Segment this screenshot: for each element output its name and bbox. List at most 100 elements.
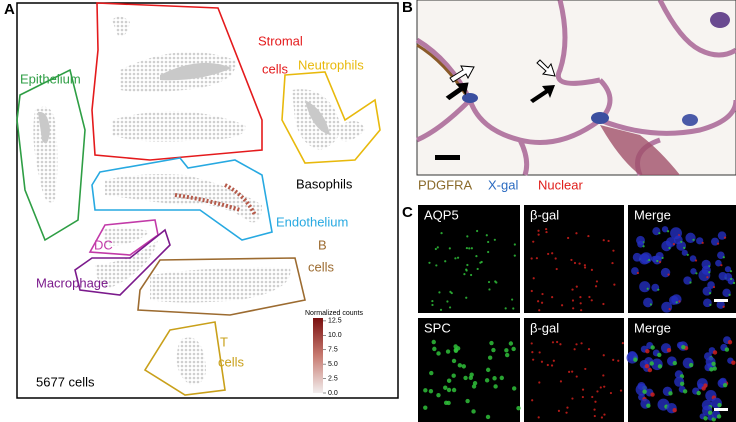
channel-label: β-gal (530, 207, 559, 222)
nucleus (640, 252, 652, 264)
signal (680, 240, 683, 243)
signal (703, 416, 708, 421)
signal (678, 300, 681, 303)
signal (439, 308, 443, 311)
signal (551, 341, 555, 344)
signal (645, 348, 650, 354)
signal (602, 374, 605, 377)
signal (443, 385, 448, 390)
signal (650, 392, 655, 397)
signal (461, 364, 466, 369)
signal (493, 384, 498, 389)
signal (666, 347, 672, 353)
signal (434, 247, 437, 251)
signal (492, 376, 497, 381)
signal (454, 257, 457, 260)
signal (537, 416, 540, 419)
cluster-label: cells (308, 259, 335, 274)
cluster-label: cells (218, 354, 245, 369)
signal (612, 358, 615, 361)
micrograph (418, 205, 520, 313)
signal (672, 242, 675, 246)
signal (722, 383, 728, 388)
nucleus (661, 226, 669, 233)
signal (578, 262, 581, 265)
signal (550, 364, 554, 367)
panel-label: A (4, 1, 15, 18)
signal (646, 403, 651, 408)
channel-label: Merge (634, 320, 671, 335)
signal (603, 413, 606, 416)
signal (436, 246, 439, 249)
signal (694, 259, 698, 262)
signal (668, 246, 671, 250)
signal (607, 239, 610, 243)
signal (532, 240, 535, 243)
signal (463, 273, 466, 276)
signal (731, 360, 736, 365)
micrograph (418, 318, 520, 422)
signal (723, 236, 727, 239)
signal (636, 271, 639, 275)
signal (540, 301, 544, 304)
signal (538, 351, 541, 354)
cluster-label: cells (262, 61, 289, 76)
signal (675, 301, 678, 304)
colorbar-tick-label: 0.0 (328, 390, 338, 397)
signal (448, 247, 451, 250)
signal (717, 402, 722, 408)
stain-legend: X-gal (488, 177, 518, 192)
nucleus (701, 265, 711, 275)
signal (722, 256, 725, 259)
signal (667, 273, 670, 276)
signal (571, 370, 574, 373)
signal (593, 408, 596, 411)
scale-bar (714, 299, 728, 302)
signal (446, 378, 452, 383)
nucleus (661, 240, 672, 252)
signal (732, 281, 736, 285)
signal (683, 246, 686, 249)
cluster-labels: Stromal cells Epithelium Neutrophils Bas… (20, 33, 364, 389)
cluster-label: Epithelium (20, 71, 81, 86)
stain-legend: Nuclear (538, 177, 583, 192)
signal (573, 348, 576, 351)
signal (513, 243, 516, 246)
signal (695, 272, 698, 275)
nucleus (689, 255, 697, 262)
signal (712, 350, 718, 355)
signal (681, 344, 686, 350)
signal (532, 277, 535, 280)
channel-label: SPC (424, 320, 451, 335)
signal (573, 261, 577, 265)
signal (511, 346, 516, 352)
signal (668, 308, 671, 311)
scale-bar (714, 408, 728, 411)
signal (707, 410, 713, 415)
signal (648, 258, 651, 262)
signal (552, 359, 555, 362)
cell-clouds (33, 16, 365, 385)
signal (449, 290, 452, 293)
signal (580, 309, 583, 312)
signal (431, 303, 434, 307)
colorbar (313, 318, 323, 393)
signal (666, 230, 670, 233)
signal (432, 346, 437, 352)
signal (443, 400, 449, 406)
signal (688, 362, 694, 368)
signal (457, 363, 463, 368)
cluster-label: Macrophage (36, 275, 108, 290)
signal (584, 367, 587, 371)
nucleus (717, 251, 725, 259)
signal (568, 370, 571, 374)
signal (633, 357, 638, 362)
signal (642, 389, 647, 394)
fluorescence-grid: AQP5 β-gal Merge SPC β-gal Merge (418, 205, 736, 422)
signal (570, 258, 573, 262)
colorbar-tick-label: 5.0 (328, 361, 338, 368)
signal (554, 257, 557, 260)
signal (672, 408, 677, 413)
signal (465, 268, 468, 271)
